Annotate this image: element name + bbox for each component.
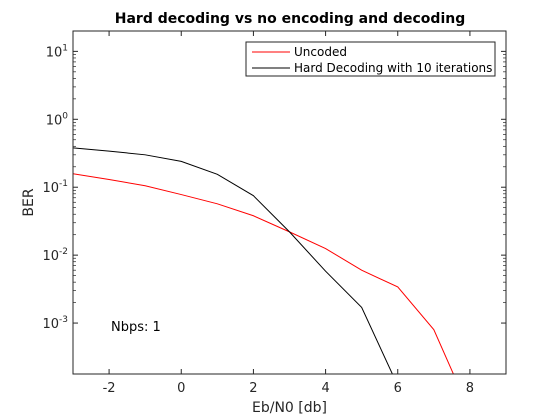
x-tick-label: -2 (103, 381, 116, 396)
series-line-1 (73, 147, 393, 374)
legend-label: Uncoded (294, 45, 347, 59)
y-axis-label: BER (21, 188, 37, 216)
legend-label: Hard Decoding with 10 iterations (294, 61, 492, 75)
y-tick-label: 101 (46, 43, 68, 60)
x-tick-label: 4 (321, 381, 329, 396)
legend-box (245, 41, 496, 77)
series-line-0 (73, 173, 454, 374)
x-tick-label: 8 (466, 381, 474, 396)
nbps-annotation: Nbps: 1 (111, 320, 161, 335)
y-tick-label: 10-2 (42, 247, 68, 264)
legend: Uncoded Hard Decoding with 10 iterations (245, 41, 496, 77)
x-axis-label: Eb/N0 [db] (252, 400, 327, 416)
x-tick-label: 2 (249, 381, 257, 396)
y-tick-label: 10-3 (42, 315, 68, 332)
ticks-layer: -2 0 2 4 6 8 10-3 10-2 10-1 100 101 (42, 31, 506, 396)
chart-title: Hard decoding vs no encoding and decodin… (115, 11, 466, 27)
y-tick-label: 10-1 (42, 179, 68, 196)
series-layer (73, 147, 454, 374)
x-tick-label: 6 (394, 381, 402, 396)
y-tick-label: 100 (46, 111, 69, 128)
x-tick-label: 0 (177, 381, 185, 396)
